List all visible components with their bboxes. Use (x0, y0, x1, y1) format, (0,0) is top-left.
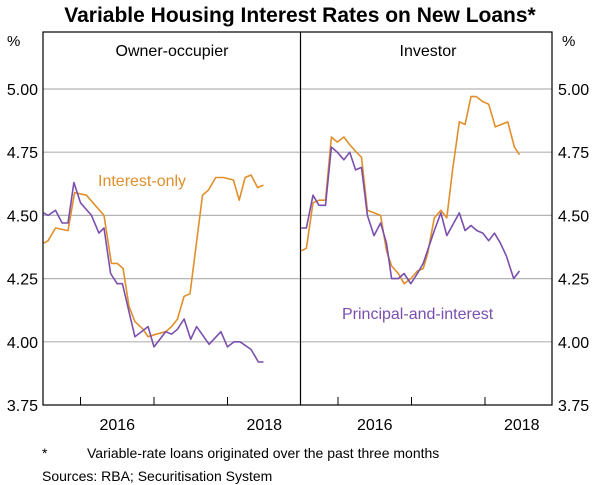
panel-title-investor: Investor (400, 43, 458, 60)
sources: Sources: RBA; Securitisation System (42, 468, 272, 484)
plot-frame (42, 31, 553, 406)
y-tick-label-left: 4.25 (7, 272, 38, 289)
y-tick-label-right: 4.25 (558, 272, 589, 289)
annotation-interest-only: Interest-only (98, 173, 186, 190)
series-line-interest-only (300, 95, 521, 285)
chart-title: Variable Housing Interest Rates on New L… (64, 4, 536, 27)
y-tick-label-left: 4.00 (7, 335, 38, 352)
y-axis-unit-right: % (562, 33, 575, 50)
x-tick-label: 2016 (357, 417, 393, 434)
y-tick-label-left: 5.00 (7, 82, 38, 99)
y-tick-label-right: 4.50 (558, 208, 589, 225)
y-tick-label-left: 4.50 (7, 208, 38, 225)
y-axis-unit-left: % (7, 33, 20, 50)
y-tick-label-right: 4.00 (558, 335, 589, 352)
y-tick-label-right: 4.75 (558, 145, 589, 162)
y-tick-label-right: 5.00 (558, 82, 589, 99)
series-line-principal-and-interest (43, 181, 264, 363)
footnote: Variable-rate loans originated over the … (87, 445, 439, 461)
series-line-principal-and-interest (301, 146, 521, 285)
panel-title-owner-occupier: Owner-occupier (116, 43, 230, 60)
x-tick-label: 2016 (99, 417, 135, 434)
footnote-marker: * (42, 445, 48, 461)
y-tick-label-right: 3.75 (558, 398, 589, 415)
x-tick-label: 2018 (504, 417, 540, 434)
y-tick-label-left: 3.75 (7, 398, 38, 415)
x-tick-label: 2018 (246, 417, 282, 434)
annotation-principal-and-interest: Principal-and-interest (342, 306, 494, 323)
series-line-interest-only (43, 174, 264, 338)
y-tick-label-left: 4.75 (7, 145, 38, 162)
